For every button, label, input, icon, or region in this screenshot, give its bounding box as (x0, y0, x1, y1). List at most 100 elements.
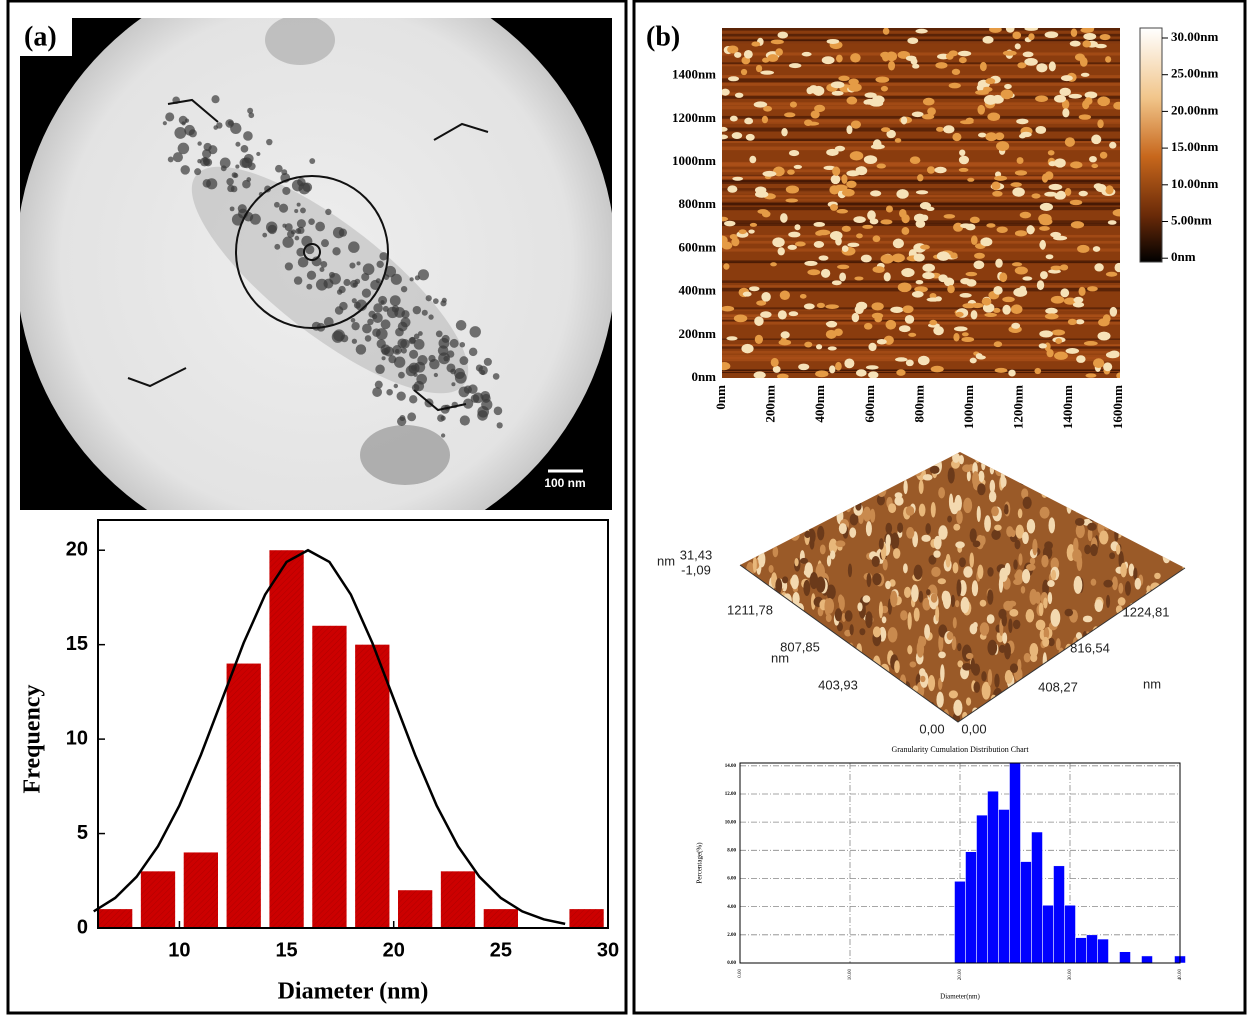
peak (772, 546, 779, 558)
peak (1042, 652, 1047, 670)
peak (1058, 692, 1065, 708)
particle (297, 226, 305, 235)
peak (851, 719, 858, 722)
grain (960, 120, 974, 125)
peak (872, 573, 882, 586)
peak (979, 622, 990, 636)
peak (740, 538, 746, 556)
peak (740, 631, 748, 639)
grain (1002, 50, 1017, 56)
grain (926, 297, 940, 302)
particle (441, 297, 447, 303)
peak (1102, 625, 1112, 636)
particle (413, 333, 420, 340)
peak (774, 489, 782, 505)
peak (803, 568, 812, 577)
grain (1109, 306, 1118, 317)
peak (801, 479, 808, 487)
grain (1046, 349, 1054, 358)
peak (1084, 678, 1094, 685)
grain (806, 87, 814, 95)
grain (969, 216, 980, 224)
grain (929, 293, 937, 299)
peak (1161, 661, 1168, 668)
peak (821, 644, 828, 660)
peak (762, 502, 771, 513)
surface-label: 1211,78 (727, 602, 773, 617)
peak (1055, 638, 1061, 651)
grain (862, 224, 874, 229)
peak (840, 485, 849, 494)
peak (1138, 505, 1144, 523)
peak (1040, 716, 1049, 722)
particle (400, 285, 408, 293)
grain (787, 169, 795, 175)
peak (757, 592, 765, 599)
peak (1093, 462, 1099, 470)
peak (866, 572, 872, 588)
streak (722, 33, 1120, 37)
peak (747, 641, 755, 653)
peak (900, 610, 908, 621)
peak (799, 521, 806, 529)
peak (1023, 652, 1031, 663)
streak (722, 338, 1120, 340)
grain (1014, 43, 1021, 50)
grain (722, 216, 729, 222)
grain (933, 325, 944, 336)
peak (1176, 472, 1184, 487)
peak (798, 515, 805, 529)
peak (871, 556, 880, 568)
peak (1179, 680, 1185, 697)
particle (416, 373, 427, 385)
grain (886, 129, 896, 139)
particle (348, 241, 360, 253)
particle (290, 229, 296, 235)
streak (722, 63, 1120, 67)
peak (1117, 494, 1127, 512)
grain (751, 41, 761, 47)
grain (826, 38, 840, 44)
bar-hatch (440, 871, 476, 928)
particle (492, 373, 500, 380)
bar (987, 790, 999, 964)
peak (1006, 698, 1015, 710)
grain (1035, 125, 1047, 134)
peak (969, 623, 978, 635)
particle (477, 410, 488, 421)
peak (767, 669, 774, 686)
particle (320, 260, 328, 268)
peak (742, 452, 752, 456)
grain (846, 96, 858, 105)
peak (963, 497, 973, 514)
grain (844, 358, 855, 369)
peak (1134, 674, 1141, 690)
peak (1123, 706, 1130, 720)
peak (839, 492, 847, 507)
grain (785, 198, 798, 203)
peak (948, 690, 959, 699)
peak (903, 563, 908, 574)
peak (773, 477, 780, 489)
peak (788, 696, 799, 709)
peak (947, 515, 952, 523)
peak (1085, 703, 1093, 714)
afm-x-label: 1200nm (1011, 385, 1026, 429)
grain (870, 190, 882, 197)
peak (1082, 615, 1093, 623)
peak (1132, 687, 1138, 705)
peak (1128, 666, 1138, 675)
peak (1019, 464, 1027, 478)
grain (955, 311, 964, 318)
grain (853, 216, 866, 223)
particle (380, 300, 385, 305)
bar (1064, 905, 1076, 964)
peak (1074, 518, 1085, 526)
particle (468, 347, 478, 357)
grain (914, 286, 928, 293)
streak (722, 199, 1120, 201)
peak (1004, 562, 1011, 576)
grain (951, 68, 961, 75)
peak (826, 555, 832, 567)
